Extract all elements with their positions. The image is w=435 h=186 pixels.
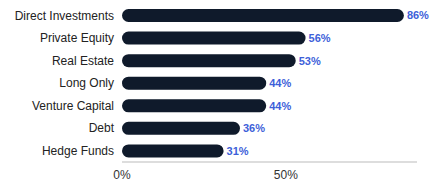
svg-text:Direct Investments: Direct Investments: [15, 9, 114, 23]
svg-text:Real Estate: Real Estate: [52, 54, 114, 68]
svg-text:Long Only: Long Only: [59, 76, 114, 90]
svg-text:56%: 56%: [309, 32, 331, 44]
svg-text:86%: 86%: [407, 9, 427, 21]
svg-text:Venture Capital: Venture Capital: [32, 99, 114, 113]
svg-text:53%: 53%: [299, 55, 321, 67]
svg-text:Debt: Debt: [89, 121, 115, 135]
svg-text:Private Equity: Private Equity: [40, 31, 114, 45]
svg-text:44%: 44%: [269, 77, 291, 89]
svg-text:Hedge Funds: Hedge Funds: [42, 144, 114, 158]
svg-text:36%: 36%: [243, 122, 265, 134]
svg-text:44%: 44%: [269, 100, 291, 112]
svg-text:31%: 31%: [227, 145, 249, 157]
svg-text:50%: 50%: [274, 168, 298, 182]
svg-text:0%: 0%: [113, 168, 131, 182]
